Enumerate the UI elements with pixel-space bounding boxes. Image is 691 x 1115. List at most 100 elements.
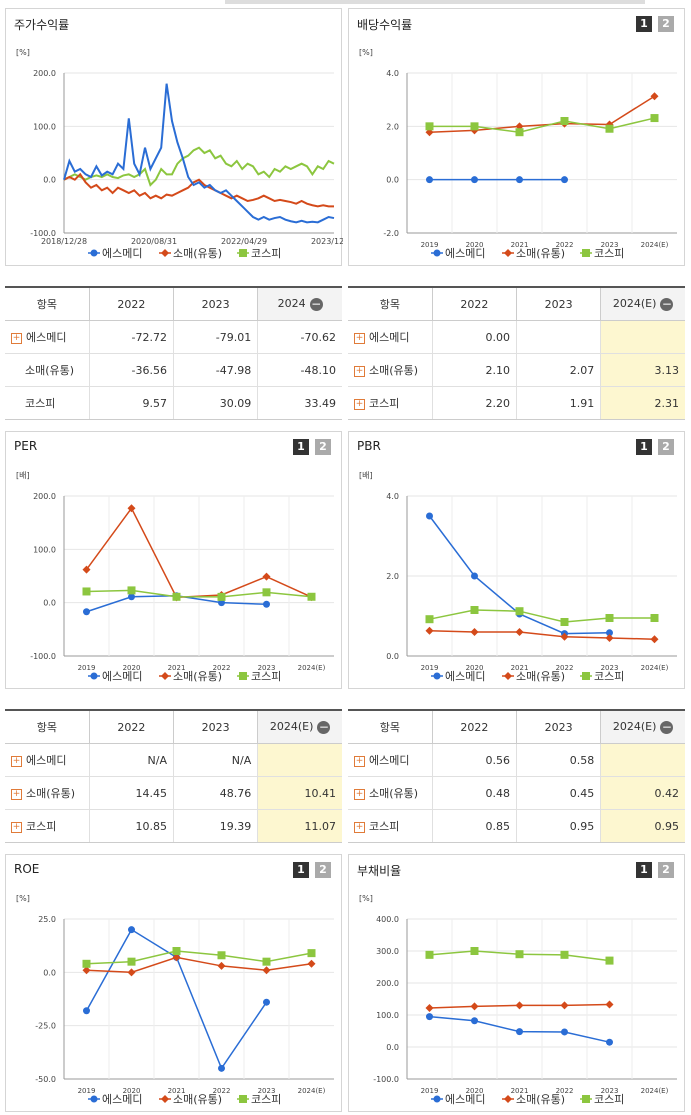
view-1-button[interactable]: 1 <box>293 439 309 455</box>
view-2-button[interactable]: 2 <box>658 439 674 455</box>
legend-marker <box>239 249 247 257</box>
column-header: 2022 <box>88 288 174 321</box>
collapse-icon[interactable]: − <box>309 296 323 311</box>
view-1-button[interactable]: 1 <box>636 439 652 455</box>
y-tick-label: 200.0 <box>376 979 399 988</box>
legend-label: 소매(유통) <box>173 247 222 260</box>
y-tick-label: 0.0 <box>386 652 399 661</box>
legend-marker <box>433 1095 441 1103</box>
expand-icon[interactable]: + <box>11 332 22 344</box>
row-label[interactable]: + 에스메디 <box>348 320 433 354</box>
view-2-button[interactable]: 2 <box>658 862 674 878</box>
legend-marker <box>161 249 169 257</box>
table-row: + 에스메디 0.00 <box>348 320 685 354</box>
table-cell: 0.42 <box>600 776 685 810</box>
unit-label: [%] <box>359 894 373 903</box>
expand-icon[interactable]: + <box>354 755 365 767</box>
collapse-icon[interactable]: − <box>317 719 331 734</box>
expand-icon[interactable]: + <box>11 755 22 767</box>
unit-label: [%] <box>16 894 30 903</box>
table-header-row: 항목 2022 2023 2024(E) − <box>348 711 685 744</box>
collapse-icon[interactable]: − <box>660 296 674 311</box>
view-2-button[interactable]: 2 <box>658 16 674 32</box>
data-point <box>515 628 524 636</box>
data-point <box>606 629 613 637</box>
data-point <box>218 599 225 607</box>
x-tick-label: 2020/08/31 <box>131 237 177 246</box>
legend-marker <box>90 1095 98 1103</box>
expand-icon[interactable]: + <box>354 398 365 410</box>
expand-icon[interactable]: + <box>354 788 365 800</box>
x-tick-label: 2021 <box>511 1087 529 1095</box>
per-table: 항목 2022 2023 2024(E) − + 에스메디 N/A N/A + 소매(유통) 14.4… <box>5 709 342 843</box>
table-cell: 0.58 <box>515 743 601 777</box>
data-point <box>172 953 181 962</box>
column-header: 2023 <box>172 288 258 321</box>
row-label[interactable]: + 에스메디 <box>348 743 433 777</box>
x-tick-label: 2020 <box>466 664 484 672</box>
expand-icon[interactable]: + <box>11 788 22 800</box>
column-header: 항목 <box>348 711 433 744</box>
debt-ratio-panel: 부채비율 1 2 [%] 400.0 300.0 200.0 100.0 0.0 -100.… <box>348 854 685 1112</box>
table-row: + 소매(유통) 0.48 0.45 0.42 <box>348 776 685 810</box>
table-cell: 0.95 <box>600 809 685 842</box>
data-point <box>650 92 659 101</box>
legend-marker <box>161 672 169 680</box>
data-point <box>471 1017 478 1025</box>
data-point <box>82 565 91 574</box>
x-tick-label: 2020 <box>466 241 484 249</box>
view-1-button[interactable]: 1 <box>636 16 652 32</box>
x-tick-label: 2019 <box>421 241 439 249</box>
data-point <box>263 998 270 1006</box>
data-point <box>127 504 136 513</box>
data-point <box>307 592 316 601</box>
y-tick-label: -100.0 <box>373 1075 399 1084</box>
legend-label: 코스피 <box>251 1093 281 1106</box>
collapse-icon[interactable]: − <box>660 719 674 734</box>
stock-return-table: 항목 2022 2023 2024− + 에스메디 -72.72 -79.01 -70.62 소매… <box>5 286 342 420</box>
data-point <box>605 614 614 622</box>
y-tick-label: 200.0 <box>33 69 56 78</box>
expand-icon[interactable]: + <box>354 821 365 833</box>
column-header: 2022 <box>431 711 517 744</box>
column-header: 2023 <box>515 711 601 744</box>
row-label[interactable]: + 소매(유통) <box>348 776 433 810</box>
data-point <box>82 959 91 968</box>
data-point <box>217 951 226 960</box>
series-line <box>86 589 312 598</box>
legend-label: 에스메디 <box>445 1093 485 1106</box>
data-point <box>605 956 614 965</box>
view-2-button[interactable]: 2 <box>315 862 331 878</box>
table-row: + 코스피 0.85 0.95 0.95 <box>348 809 685 842</box>
table-row: + 소매(유통) 14.45 48.76 10.41 <box>5 776 342 810</box>
x-tick-label: 2020 <box>123 1087 141 1095</box>
view-1-button[interactable]: 1 <box>636 862 652 878</box>
data-point <box>515 122 524 131</box>
row-label[interactable]: + 에스메디 <box>5 743 90 777</box>
table-cell: 3.13 <box>600 353 685 387</box>
view-2-button[interactable]: 2 <box>315 439 331 455</box>
row-label[interactable]: + 에스메디 <box>5 320 90 354</box>
expand-icon[interactable]: + <box>354 332 365 344</box>
y-tick-label: 0.0 <box>386 1043 399 1052</box>
data-point <box>425 122 434 131</box>
x-tick-label: 2023 <box>601 241 619 249</box>
table-cell: 48.76 <box>172 776 258 810</box>
row-label[interactable]: + 코스피 <box>354 820 400 833</box>
expand-icon[interactable]: + <box>11 821 22 833</box>
y-tick-label: 2.0 <box>386 572 399 581</box>
y-tick-label: -100.0 <box>30 652 56 661</box>
view-1-button[interactable]: 1 <box>293 862 309 878</box>
legend-marker <box>582 672 590 680</box>
row-label[interactable]: + 코스피 <box>354 397 400 410</box>
data-point <box>217 961 226 970</box>
data-point <box>128 593 135 601</box>
legend-marker <box>239 672 247 680</box>
unit-label: [배] <box>359 471 373 480</box>
expand-icon[interactable]: + <box>354 365 365 377</box>
row-label[interactable]: + 소매(유통) <box>348 353 433 387</box>
row-label[interactable]: + 코스피 <box>11 820 57 833</box>
row-label[interactable]: + 소매(유통) <box>5 776 90 810</box>
row-label: 코스피 <box>25 397 56 410</box>
table-cell: 1.91 <box>515 386 601 419</box>
